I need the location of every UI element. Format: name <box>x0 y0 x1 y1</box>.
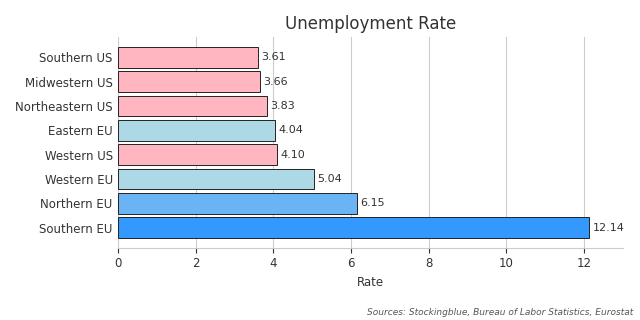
Text: 4.10: 4.10 <box>280 150 305 160</box>
Text: 3.61: 3.61 <box>261 52 286 62</box>
Text: 5.04: 5.04 <box>317 174 342 184</box>
X-axis label: Rate: Rate <box>357 276 384 289</box>
Title: Unemployment Rate: Unemployment Rate <box>285 15 456 33</box>
Bar <box>118 96 267 116</box>
Text: 6.15: 6.15 <box>360 198 385 208</box>
Bar <box>118 169 314 189</box>
Bar <box>118 144 277 165</box>
Bar <box>118 120 275 141</box>
Text: 4.04: 4.04 <box>278 125 303 135</box>
Text: 3.83: 3.83 <box>270 101 295 111</box>
Bar <box>118 218 589 238</box>
Bar <box>118 47 259 68</box>
Text: 3.66: 3.66 <box>264 76 288 87</box>
Text: 12.14: 12.14 <box>593 223 625 233</box>
Bar <box>118 193 357 214</box>
Bar <box>118 71 260 92</box>
Text: Sources: Stockingblue, Bureau of Labor Statistics, Eurostat: Sources: Stockingblue, Bureau of Labor S… <box>367 308 634 317</box>
